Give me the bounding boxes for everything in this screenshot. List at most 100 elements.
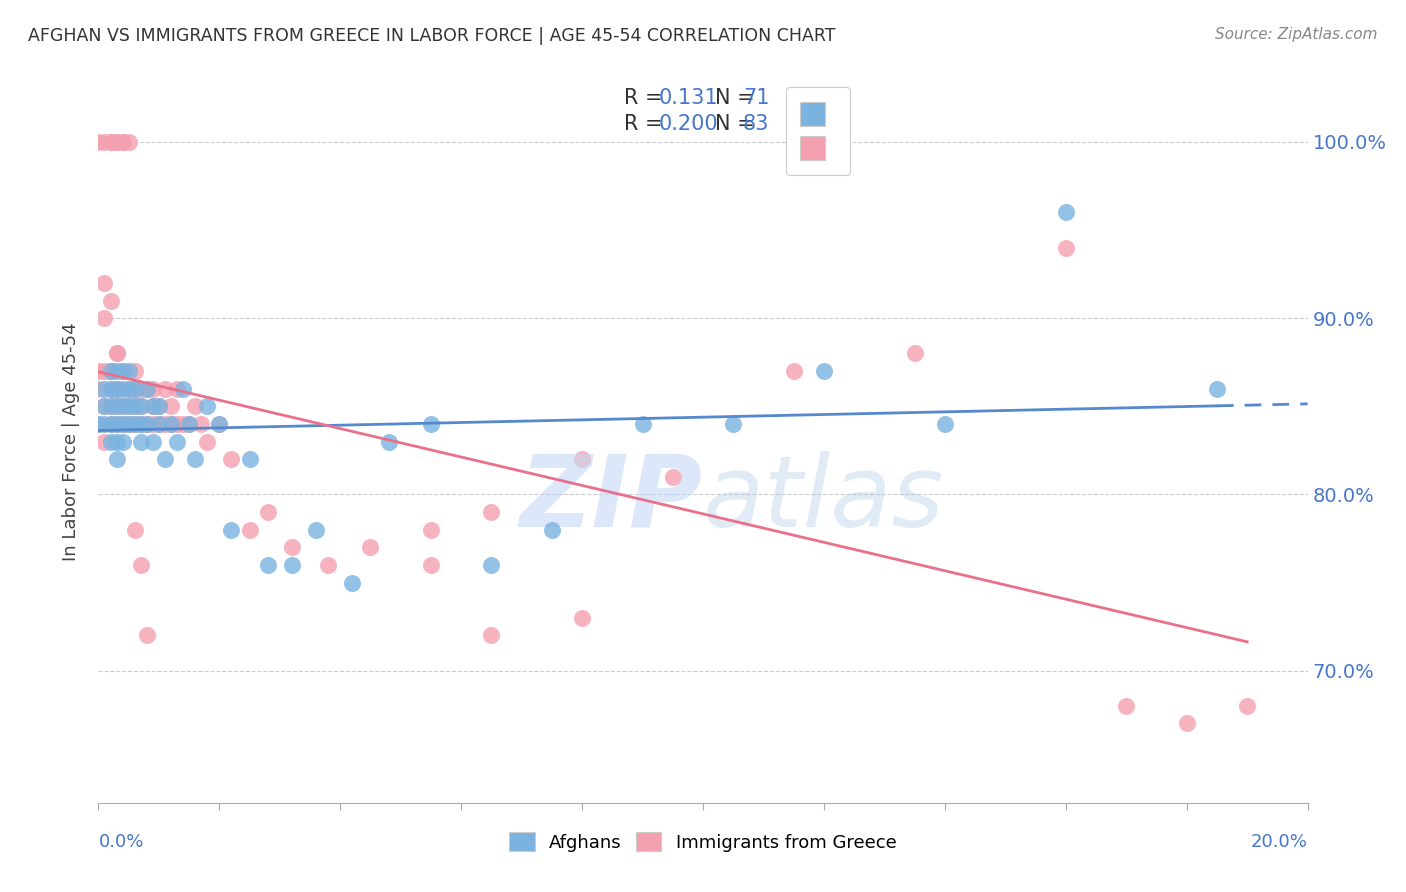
Point [124,399,146,413]
Point [111,434,134,449]
Text: N =: N = [716,88,762,108]
Point [100,382,122,396]
Point [100,135,122,149]
Point [93,434,115,449]
Point [111,399,134,413]
Point [100,364,122,378]
Point [179,417,201,431]
Point [105,399,128,413]
Point [420,523,443,537]
Point [221,523,243,537]
Point [105,382,128,396]
Point [105,382,128,396]
Point [100,293,122,308]
Point [111,417,134,431]
Point [93,382,115,396]
Point [124,382,146,396]
Text: R =: R = [624,88,669,108]
Point [118,364,141,378]
Point [93,311,115,326]
Point [316,558,339,572]
Point [105,364,128,378]
Point [87,417,110,431]
Text: 20.0%: 20.0% [1251,833,1308,851]
Point [160,417,183,431]
Point [100,417,122,431]
Point [105,417,128,431]
Point [166,417,188,431]
Text: N =: N = [716,113,762,134]
Point [1054,241,1077,255]
Point [100,399,122,413]
Point [124,417,146,431]
Text: 0.200: 0.200 [658,113,718,134]
Point [111,382,134,396]
Point [1115,698,1137,713]
Point [93,399,115,413]
Point [111,135,134,149]
Point [160,399,183,413]
Point [256,558,278,572]
Point [934,417,956,431]
Point [571,611,593,625]
Point [118,382,141,396]
Point [377,434,399,449]
Point [87,417,110,431]
Point [148,417,170,431]
Point [281,558,304,572]
Point [105,434,128,449]
Point [129,399,152,413]
Point [100,135,122,149]
Point [1206,382,1229,396]
Point [118,399,141,413]
Point [142,382,165,396]
Text: Source: ZipAtlas.com: Source: ZipAtlas.com [1215,27,1378,42]
Point [135,417,157,431]
Point [118,399,141,413]
Point [360,541,382,555]
Point [571,452,593,467]
Point [221,452,243,467]
Point [111,399,134,413]
Text: atlas: atlas [703,450,945,548]
Point [87,382,110,396]
Point [100,417,122,431]
Point [118,417,141,431]
Point [256,505,278,519]
Point [118,417,141,431]
Point [166,434,188,449]
Point [129,417,152,431]
Point [100,382,122,396]
Point [124,364,146,378]
Text: R =: R = [624,113,669,134]
Point [111,135,134,149]
Point [87,364,110,378]
Point [142,417,165,431]
Y-axis label: In Labor Force | Age 45-54: In Labor Force | Age 45-54 [62,322,80,561]
Point [1236,698,1258,713]
Point [124,399,146,413]
Point [148,417,170,431]
Point [129,382,152,396]
Point [420,417,443,431]
Point [124,382,146,396]
Point [631,417,654,431]
Point [129,558,152,572]
Point [100,364,122,378]
Point [111,417,134,431]
Point [111,364,134,378]
Text: 71: 71 [742,88,769,108]
Point [135,628,157,642]
Point [166,382,188,396]
Point [135,382,157,396]
Point [172,382,194,396]
Point [153,382,176,396]
Point [118,382,141,396]
Point [153,452,176,467]
Point [129,434,152,449]
Point [239,523,262,537]
Point [184,452,207,467]
Point [481,628,503,642]
Point [105,135,128,149]
Text: 0.0%: 0.0% [98,833,143,851]
